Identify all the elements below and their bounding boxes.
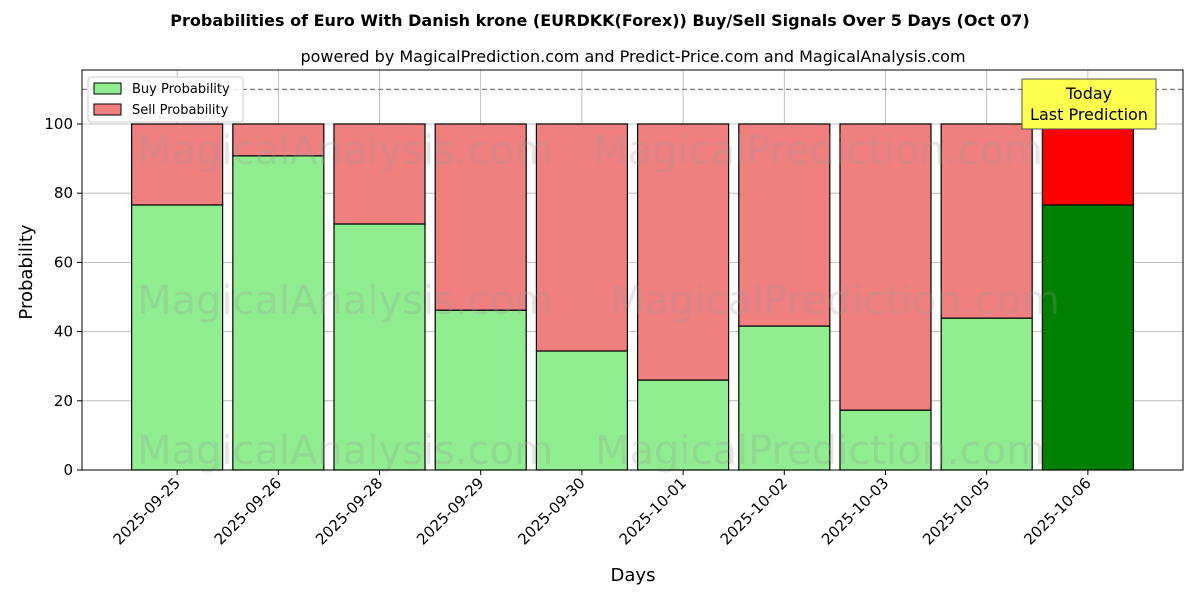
y-axis-label: Probability bbox=[16, 224, 37, 319]
sell-bar bbox=[434, 123, 527, 311]
watermark-text: MagicalPrediction.com bbox=[595, 428, 1045, 474]
x-tick-label: 2025-10-06 bbox=[1020, 474, 1094, 548]
sell-bar bbox=[333, 123, 426, 225]
sell-bar bbox=[839, 123, 932, 411]
x-axis-label: Days bbox=[611, 565, 656, 586]
legend-label: Buy Probability bbox=[132, 82, 230, 97]
sell-bar bbox=[535, 123, 629, 352]
y-tick-label: 60 bbox=[54, 253, 73, 271]
y-tick-label: 20 bbox=[54, 392, 73, 410]
annotation-line2: Last Prediction bbox=[1030, 105, 1148, 124]
watermark-text: MagicalAnalysis.com bbox=[137, 278, 553, 324]
y-tick-label: 80 bbox=[54, 184, 73, 202]
y-tick-label: 100 bbox=[44, 115, 73, 133]
sell-bar bbox=[131, 123, 224, 206]
buy-bar bbox=[839, 409, 932, 471]
legend-label: Sell Probability bbox=[132, 103, 229, 118]
buy-bar bbox=[1041, 204, 1134, 471]
legend: Buy Probability Sell Probability bbox=[87, 76, 244, 123]
x-tick-label: 2025-09-28 bbox=[312, 474, 386, 548]
watermark-text: MagicalPrediction.com bbox=[593, 128, 1043, 174]
x-tick-label: 2025-09-29 bbox=[413, 474, 487, 548]
x-tick-label: 2025-10-03 bbox=[818, 474, 892, 548]
watermark-text: MagicalAnalysis.com bbox=[137, 128, 553, 174]
y-tick-label: 40 bbox=[54, 323, 73, 341]
buy-bar bbox=[131, 204, 224, 471]
watermark-text: MagicalAnalysis.com bbox=[137, 428, 553, 474]
annotation-line1: Today bbox=[1065, 84, 1112, 103]
buy-bar bbox=[333, 223, 426, 471]
chart-title: Probabilities of Euro With Danish krone … bbox=[170, 11, 1029, 30]
y-tick-label: 0 bbox=[63, 461, 73, 479]
buy-bar bbox=[636, 379, 730, 471]
legend-swatch-sell bbox=[93, 103, 122, 116]
watermark-text: MagicalPrediction.com bbox=[610, 278, 1060, 324]
sell-bar bbox=[636, 123, 730, 381]
sell-bar bbox=[738, 123, 831, 327]
legend-swatch-buy bbox=[93, 82, 122, 95]
sell-bar bbox=[232, 123, 325, 157]
buy-bar bbox=[434, 309, 527, 471]
sell-bar bbox=[940, 123, 1033, 319]
x-tick-label: 2025-09-25 bbox=[110, 474, 184, 548]
today-annotation: Today Last Prediction bbox=[1021, 78, 1157, 130]
plot-frame bbox=[81, 69, 1184, 471]
x-tick-label: 2025-10-01 bbox=[616, 474, 690, 548]
buy-bar bbox=[738, 325, 831, 471]
annotation-box bbox=[1021, 78, 1157, 130]
x-tick-label: 2025-10-05 bbox=[919, 474, 993, 548]
sell-bar bbox=[1041, 123, 1134, 206]
buy-bar bbox=[535, 350, 629, 471]
buy-bar bbox=[940, 317, 1033, 471]
chart-subtitle: powered by MagicalPrediction.com and Pre… bbox=[300, 47, 965, 66]
legend-box bbox=[87, 76, 244, 123]
x-tick-label: 2025-10-02 bbox=[717, 474, 791, 548]
x-tick-label: 2025-09-26 bbox=[211, 474, 285, 548]
x-tick-label: 2025-09-30 bbox=[514, 474, 588, 548]
